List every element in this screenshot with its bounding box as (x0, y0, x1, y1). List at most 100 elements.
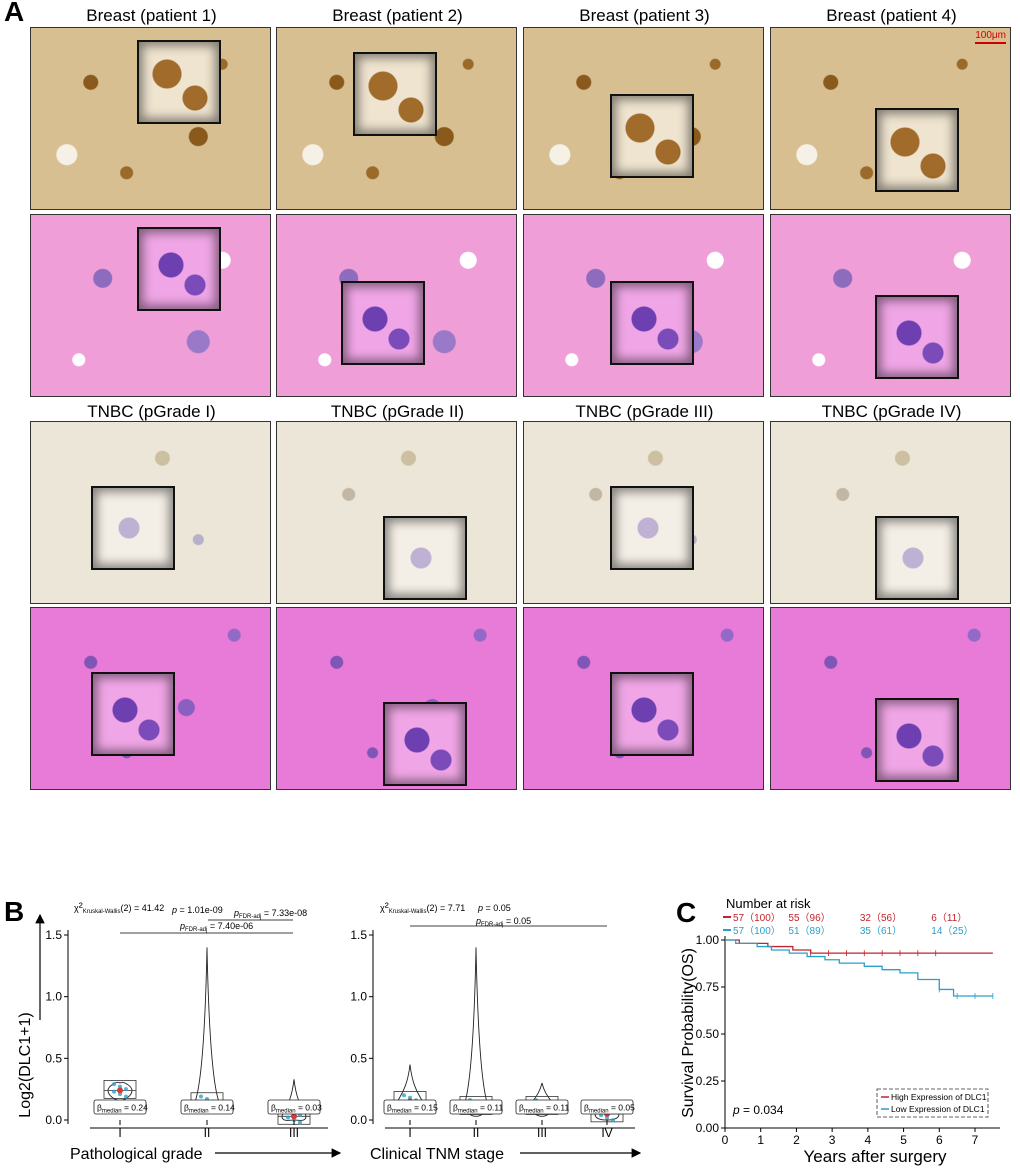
micrograph-tile (770, 214, 1011, 397)
risk-count: 51（89） (788, 925, 830, 937)
y-tick-label: 0.0 (45, 1113, 62, 1127)
inset-zoom (137, 40, 221, 124)
violin-shape (463, 947, 489, 1117)
panel-b-letter: B (4, 896, 24, 927)
risk-table: 57（100） 55（96） 32（56） 6（11） 57（100） 51（89） 35（… (723, 912, 974, 937)
inset-zoom (875, 108, 959, 192)
micrograph-tile (770, 607, 1011, 790)
x-tick-label: 1 (757, 1133, 764, 1147)
inset-zoom (91, 486, 175, 570)
panel-a-letter: A (4, 0, 25, 27)
micrograph-tile (523, 214, 764, 397)
micrograph-tile (30, 421, 271, 604)
tile-label: TNBC (pGrade III) (575, 402, 714, 421)
risk-count: 57（100） (733, 925, 781, 937)
violin-chart-pathological-grade: Log2(DLC1+1) Pathological grade χ²Kruska… (17, 900, 342, 1163)
p-value: p = 0.034 (732, 1103, 784, 1117)
legend-high-label: High Expression of DLC1 (891, 1092, 987, 1102)
legend: High Expression of DLC1 Low Expression o… (876, 1088, 989, 1118)
kw-stat-value: (2) = 41.42 (121, 903, 165, 913)
x-tick-label: IV (601, 1126, 612, 1140)
risk-count: 57（100） (733, 912, 781, 924)
risk-count: 6（11） (931, 912, 967, 924)
fdr-stat-1: pFDR-adj = 7.33e-08 (233, 908, 307, 920)
km-plot-area: 0 1 2 3 4 5 6 7 0.00 0.25 0.50 0.75 1.00 (696, 933, 1000, 1147)
p-stat-value: = 0.05 (486, 903, 511, 913)
inset-zoom (610, 94, 694, 178)
y-tick-label: 1.0 (350, 990, 367, 1004)
data-point (112, 1089, 116, 1094)
y-tick-label: 0.5 (45, 1051, 62, 1065)
p-stat-value: = 1.01e-09 (180, 905, 223, 915)
scale-bar: 100μm (975, 30, 1006, 44)
x-tick-label: II (204, 1126, 211, 1140)
x-tick-label: III (289, 1126, 299, 1140)
micrograph-tile (30, 607, 271, 790)
micrograph-tile (276, 214, 517, 397)
inset-zoom (353, 52, 437, 136)
fdr-stat-1-value: = 7.33e-08 (264, 908, 307, 918)
p-stat: p = 1.01e-09 (171, 905, 223, 915)
y-tick-label: 0.00 (696, 1121, 720, 1135)
y-tick-label: 1.00 (696, 933, 720, 947)
median-label-box (580, 1099, 634, 1115)
legend-low-label: Low Expression of DLC1 (891, 1104, 985, 1114)
micrograph-tile (276, 27, 517, 210)
y-tick-label: 1.0 (45, 990, 62, 1004)
p-stat: p = 0.05 (477, 903, 511, 913)
kw-stat: χ²Kruskal-Wallis(2) = 41.42 (74, 900, 164, 915)
fdr-stat-2-value: = 7.40e-06 (210, 921, 253, 931)
fdr-stat: pFDR-adj = 0.05 (475, 916, 531, 928)
median-label-box (93, 1099, 147, 1115)
inset-zoom (341, 281, 425, 365)
risk-count: 32（56） (860, 912, 902, 924)
inset-zoom (137, 227, 221, 311)
x-tick-label: 5 (900, 1133, 907, 1147)
micrograph-tile (30, 214, 271, 397)
risk-count: 55（96） (788, 912, 830, 924)
p-value-text: = 0.034 (743, 1103, 784, 1117)
median-point (117, 1087, 123, 1094)
y-tick-label: 0.0 (350, 1113, 367, 1127)
x-axis-label: Clinical TNM stage (370, 1146, 504, 1163)
median-label-box (267, 1099, 321, 1115)
x-tick-label: 3 (829, 1133, 836, 1147)
y-tick-label: 0.75 (696, 980, 720, 994)
survival-curve (725, 939, 993, 997)
data-point (286, 1115, 290, 1120)
median-point (291, 1113, 297, 1120)
legend-box (876, 1088, 989, 1118)
data-point (402, 1093, 406, 1098)
y-axis-label: Survival Probability(OS) (680, 948, 697, 1118)
data-point (124, 1094, 128, 1099)
micrograph-tile (30, 27, 271, 210)
y-axis-label: Log2(DLC1+1) (17, 1012, 34, 1117)
x-axis-label: Pathological grade (70, 1146, 203, 1163)
tile-label: Breast (patient 4) (826, 6, 957, 25)
risk-count: 14（25） (931, 925, 973, 937)
x-tick-label: 2 (793, 1133, 800, 1147)
median-label-box (515, 1099, 569, 1115)
inset-zoom (91, 672, 175, 756)
box-plot (103, 1080, 137, 1099)
y-tick-label: 1.5 (350, 928, 367, 942)
tile-label: TNBC (pGrade I) (87, 402, 216, 421)
x-tick-label: III (537, 1126, 547, 1140)
kw-stat-value: (2) = 7.71 (427, 903, 466, 913)
inset-zoom (383, 516, 467, 600)
x-tick-label: 7 (972, 1133, 979, 1147)
data-point (112, 1082, 116, 1087)
y-tick-label: 0.50 (696, 1027, 720, 1041)
micrograph-tile (276, 607, 517, 790)
km-survival-chart: Number at risk 57（100） 55（96） 32（56） 6（11）5… (680, 896, 1000, 1166)
inset-zoom (383, 702, 467, 786)
micrograph-tile (770, 421, 1011, 604)
inset-zoom (875, 516, 959, 600)
x-axis-label: Years after surgery (804, 1147, 947, 1166)
median-label-box (180, 1099, 234, 1115)
micrograph-tile (276, 421, 517, 604)
x-tick-label: 4 (865, 1133, 872, 1147)
data-point (298, 1120, 302, 1125)
violin-chart-tnm-stage: Clinical TNM stage χ²Kruskal-Wallis(2) =… (350, 900, 642, 1163)
